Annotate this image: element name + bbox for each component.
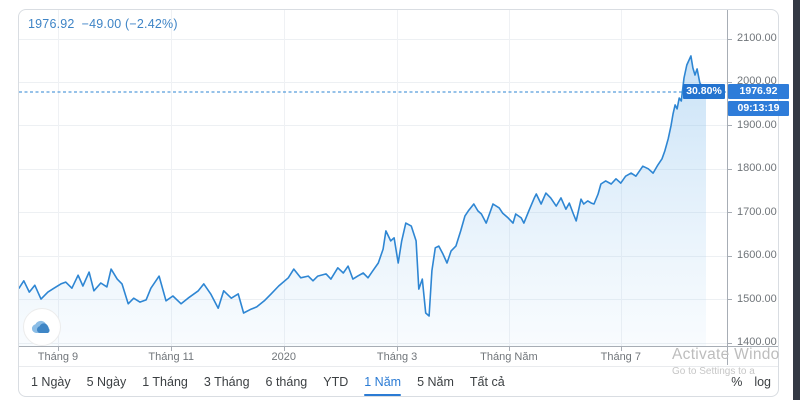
time-axis-label: Tháng Năm: [480, 351, 538, 363]
countdown-time-badge: 09:13:19: [728, 101, 789, 117]
quote-header: 1976.92 −49.00 (−2.42%): [28, 17, 178, 31]
time-axis-label: 2020: [271, 351, 297, 363]
range-button-6-tháng[interactable]: 6 tháng: [265, 375, 308, 389]
time-axis-label: Tháng 3: [376, 351, 418, 363]
time-axis-label: Tháng 9: [37, 351, 79, 363]
price-axis-label: 1700.00: [737, 205, 777, 218]
time-tick: [397, 347, 399, 351]
price-axis-label: 1400.00: [737, 336, 777, 348]
price-axis-label: 1800.00: [737, 162, 777, 175]
price-chart[interactable]: [19, 10, 727, 346]
area-fill: [19, 55, 706, 346]
price-tick: [727, 81, 732, 83]
time-axis-label: Tháng 11: [148, 351, 195, 363]
cloud-icon: [31, 320, 50, 333]
v-gridline: [508, 10, 510, 346]
time-axis-label: Tháng 7: [600, 351, 641, 363]
background-window-edge: [793, 0, 800, 400]
price-axis-label: 2100.00: [737, 32, 777, 44]
price-axis-label: 1600.00: [737, 249, 777, 262]
time-tick: [283, 347, 285, 351]
price-axis-label: 1900.00: [737, 118, 777, 131]
quote-change: −49.00 (−2.42%): [81, 17, 178, 31]
scale-buttons: % log: [731, 367, 771, 397]
v-gridline: [397, 10, 399, 346]
range-button-tất-cả[interactable]: Tất cả: [469, 375, 505, 389]
toolbar-separator: [19, 366, 778, 367]
time-axis-line: [19, 346, 778, 347]
v-gridline: [57, 10, 59, 346]
range-button-5-ngày[interactable]: 5 Ngày: [86, 375, 127, 389]
time-tick: [508, 347, 510, 351]
h-gridline: [19, 38, 727, 40]
chart-panel: 1976.92 −49.00 (−2.42%) 2100.00 2000.00 190…: [18, 9, 789, 397]
time-tick: [620, 347, 622, 351]
range-toolbar: 1 Ngày 5 Ngày 1 Tháng 3 Tháng 6 tháng YTD 1 Nă…: [19, 367, 778, 397]
h-gridline: [19, 168, 727, 170]
price-line: [19, 55, 707, 317]
range-button-ytd[interactable]: YTD: [323, 375, 349, 389]
price-axis-label: 1500.00: [737, 292, 777, 305]
h-gridline: [19, 255, 727, 257]
range-button-1-tháng[interactable]: 1 Tháng: [142, 375, 188, 389]
quote-price: 1976.92: [28, 17, 75, 31]
h-gridline: [19, 212, 727, 214]
range-buttons: 1 Ngày 5 Ngày 1 Tháng 3 Tháng 6 tháng YTD 1 Nă…: [31, 375, 505, 396]
price-tick: [727, 212, 732, 214]
gain-percent-badge: 30.80%: [683, 84, 725, 100]
h-gridline: [19, 81, 727, 83]
range-button-5-năm[interactable]: 5 Năm: [417, 375, 454, 389]
percent-scale-button[interactable]: %: [731, 375, 743, 389]
range-button-3-tháng[interactable]: 3 Tháng: [203, 375, 250, 389]
time-tick: [57, 347, 59, 351]
current-price-badge: 1976.92: [728, 84, 789, 100]
time-tick: [171, 347, 173, 351]
v-gridline: [283, 10, 285, 346]
price-axis-label: 2000.00: [737, 75, 777, 88]
price-tick: [727, 168, 732, 170]
h-gridline: [19, 125, 727, 127]
price-tick: [727, 125, 732, 127]
log-scale-button[interactable]: log: [754, 375, 771, 389]
range-button-1-năm[interactable]: 1 Năm: [364, 375, 402, 396]
provider-logo[interactable]: [23, 308, 61, 346]
range-button-1-ngày[interactable]: 1 Ngày: [31, 375, 71, 389]
price-tick: [727, 38, 732, 40]
price-tick: [727, 299, 732, 301]
v-gridline: [171, 10, 173, 346]
v-gridline: [620, 10, 622, 346]
price-axis-line: [727, 10, 728, 365]
price-tick: [727, 342, 732, 344]
price-tick: [727, 255, 732, 257]
